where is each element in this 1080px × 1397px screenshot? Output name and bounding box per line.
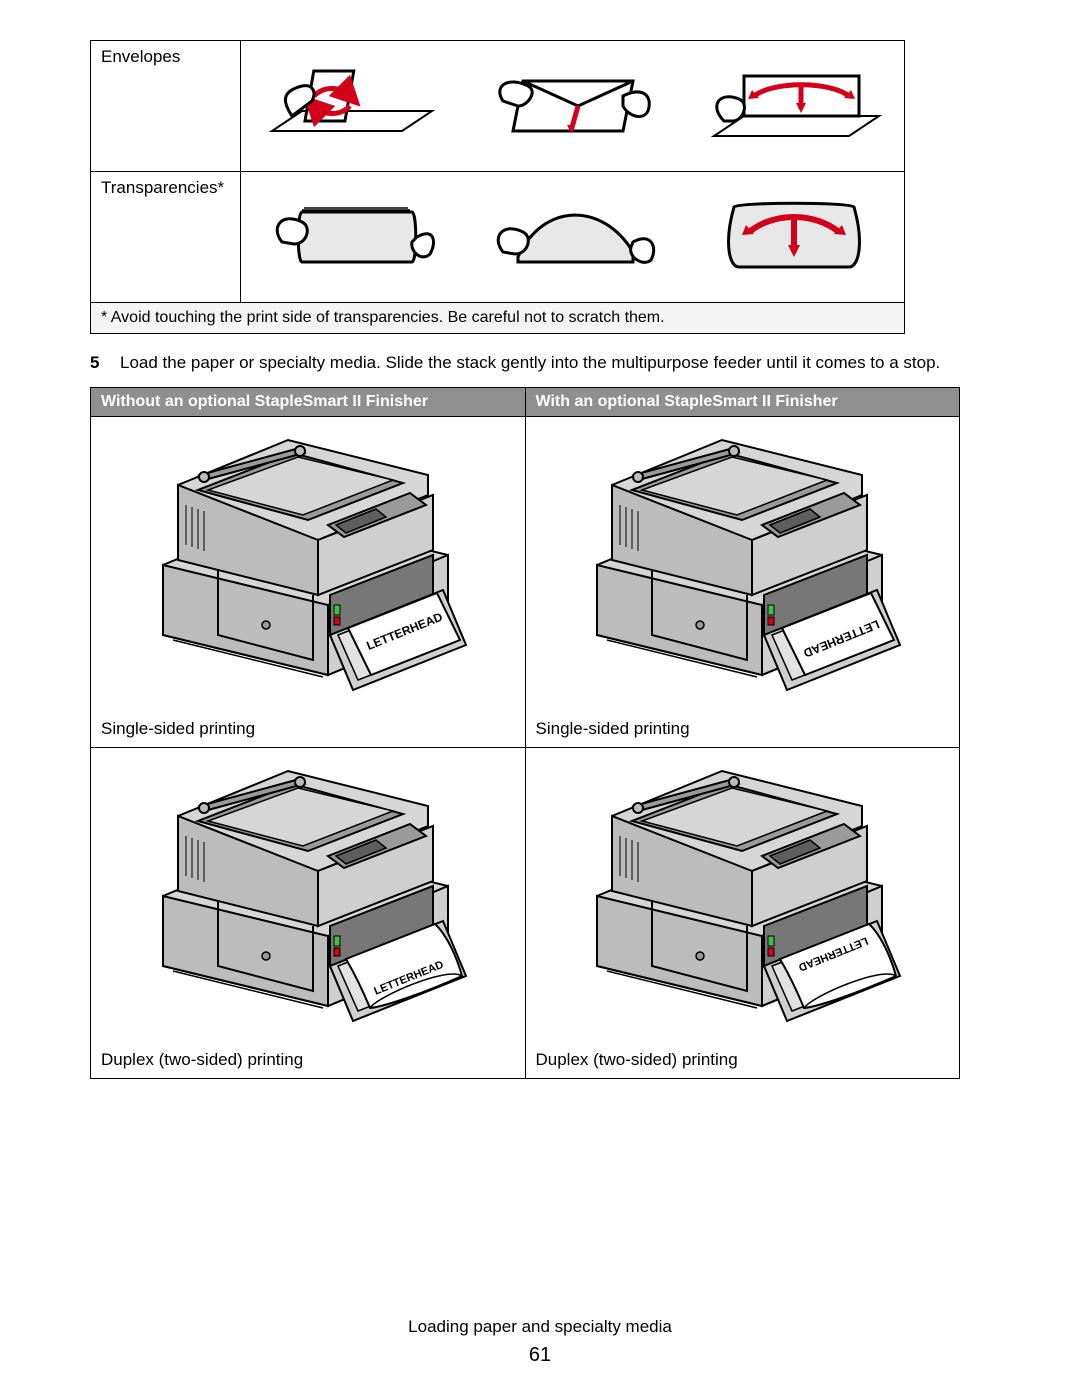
printer-illustration-single-without [101,425,515,715]
media-table-footnote: * Avoid touching the print side of trans… [91,303,905,334]
step-5: 5 Load the paper or specialty media. Sli… [90,352,990,375]
envelope-illustration-3 [704,51,884,161]
caption-duplex-with: Duplex (two-sided) printing [536,1046,950,1070]
media-label-envelopes: Envelopes [91,41,241,172]
media-illustrations-transparencies [241,172,905,303]
caption-duplex-without: Duplex (two-sided) printing [101,1046,515,1070]
media-handling-table: Envelopes [90,40,905,334]
transparency-illustration-2 [483,182,663,292]
media-illustrations-envelopes [241,41,905,172]
header-with-finisher: With an optional StapleSmart II Finisher [525,387,960,416]
printer-illustration-duplex-with [536,756,950,1046]
envelope-illustration-1 [262,51,442,161]
document-page: Envelopes [0,0,1080,1397]
header-without-finisher: Without an optional StapleSmart II Finis… [91,387,526,416]
caption-single-with: Single-sided printing [536,715,950,739]
section-footer: Loading paper and specialty media [0,1317,1080,1337]
page-number: 61 [0,1344,1080,1367]
finisher-comparison-table: Without an optional StapleSmart II Finis… [90,387,960,1079]
transparency-illustration-1 [262,182,442,292]
printer-illustration-duplex-without [101,756,515,1046]
step-number: 5 [90,352,108,375]
transparency-illustration-3 [704,182,884,292]
envelope-illustration-2 [483,51,663,161]
media-label-transparencies: Transparencies* [91,172,241,303]
step-text: Load the paper or specialty media. Slide… [120,352,940,375]
caption-single-without: Single-sided printing [101,715,515,739]
printer-illustration-single-with [536,425,950,715]
